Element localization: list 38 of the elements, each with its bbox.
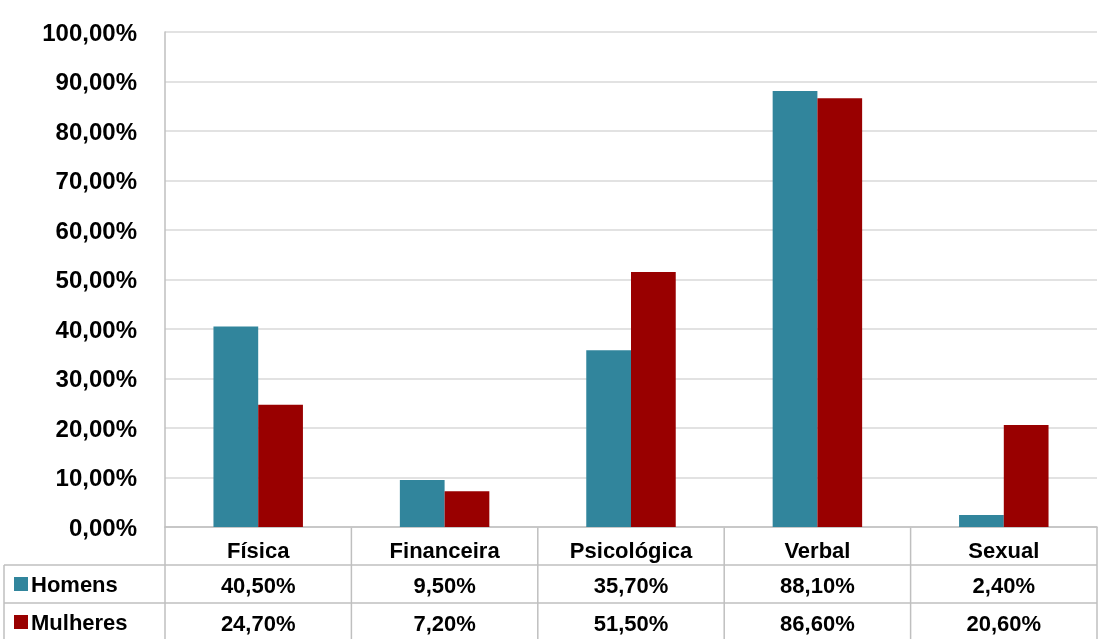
- data-label: 35,70%: [593, 572, 669, 598]
- bar: [258, 404, 303, 527]
- y-tick-label: 70,00%: [55, 167, 137, 194]
- y-tick-label: 60,00%: [55, 216, 137, 244]
- bar: [444, 491, 490, 527]
- data-label: 2,40%: [972, 572, 1035, 598]
- x-tick-label: Sexual: [968, 537, 1040, 563]
- y-tick-label: 20,00%: [55, 414, 137, 442]
- bar: [959, 515, 1004, 527]
- y-tick-label: 0,00%: [68, 513, 137, 541]
- legend-label: Mulheres: [31, 609, 128, 635]
- data-label: 86,60%: [780, 610, 855, 636]
- bar: [1003, 425, 1049, 527]
- y-tick-label: 80,00%: [55, 117, 137, 145]
- y-tick-label: 40,00%: [55, 315, 137, 343]
- data-label: 7,20%: [413, 610, 476, 636]
- data-label: 9,50%: [413, 572, 476, 598]
- y-tick-label: 100,00%: [42, 18, 137, 46]
- data-label: 20,60%: [966, 610, 1042, 636]
- x-tick-label: Financeira: [389, 537, 501, 563]
- y-tick-label: 90,00%: [55, 68, 137, 95]
- bar: [631, 272, 676, 527]
- x-tick-label: Psicológica: [569, 537, 693, 563]
- x-tick-label: Verbal: [784, 537, 851, 563]
- y-tick-label: 30,00%: [55, 365, 137, 392]
- bar: [213, 326, 259, 527]
- data-label: 24,70%: [220, 610, 296, 636]
- bar: [772, 90, 818, 527]
- data-label: 88,10%: [780, 572, 855, 598]
- bar: [586, 350, 631, 527]
- y-tick-label: 10,00%: [55, 464, 137, 491]
- x-tick-label: Física: [227, 537, 291, 563]
- y-tick-label: 50,00%: [55, 266, 137, 293]
- legend-label: Homens: [31, 571, 118, 597]
- bar: [399, 479, 445, 527]
- data-label: 51,50%: [593, 610, 669, 636]
- bar: [817, 98, 863, 527]
- data-label: 40,50%: [220, 572, 296, 598]
